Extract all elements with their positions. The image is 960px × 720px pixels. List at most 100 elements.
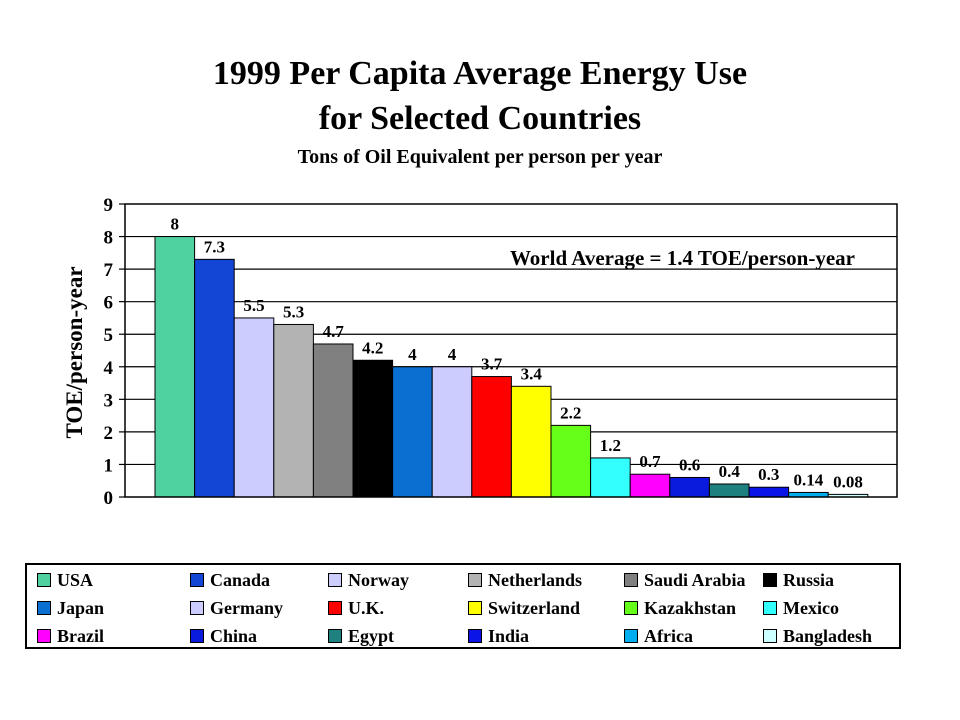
- data-label: 0.08: [833, 472, 863, 491]
- data-label: 3.4: [521, 364, 543, 383]
- bar-mexico: [590, 457, 631, 498]
- data-label: 4: [408, 345, 417, 364]
- y-tick-label: 9: [104, 195, 114, 216]
- data-label: 5.5: [243, 296, 264, 315]
- y-tick-label: 2: [104, 423, 114, 444]
- legend-label: Mexico: [783, 597, 839, 618]
- data-label: 0.14: [794, 470, 824, 489]
- plot-area-frame: [124, 203, 898, 498]
- legend-swatch: [328, 573, 342, 587]
- legend-swatch: [624, 601, 638, 615]
- legend-swatch: [328, 629, 342, 643]
- chart-title-line1: 1999 Per Capita Average Energy Use: [212, 55, 748, 92]
- data-label: 0.7: [639, 452, 661, 471]
- legend-item-brazil: Brazil: [37, 623, 104, 649]
- legend-swatch: [37, 629, 51, 643]
- legend-label: USA: [57, 569, 94, 590]
- legend-swatch: [763, 573, 777, 587]
- data-label: 5.3: [283, 302, 304, 321]
- y-tick-label: 6: [104, 293, 114, 314]
- legend-swatch: [468, 629, 482, 643]
- legend-item-bangladesh: Bangladesh: [763, 623, 872, 649]
- legend-item-africa: Africa: [624, 623, 693, 649]
- legend-swatch: [763, 629, 777, 643]
- bar-india: [748, 486, 790, 498]
- bar-switzerland: [510, 385, 552, 498]
- legend-swatch: [328, 601, 342, 615]
- data-label: 0.6: [679, 455, 700, 474]
- legend-item-china: China: [190, 623, 257, 649]
- legend-label: Canada: [210, 569, 271, 590]
- legend-label: India: [488, 625, 530, 646]
- bar-u-k-: [471, 376, 512, 498]
- bar-chart: 8 7.3 5.5 5.3 4.7 4.2 4 4 3.7 3.4 2.2 1.2 0.7 0.6 0.4 0…: [62, 195, 898, 509]
- legend-swatch: [190, 573, 204, 587]
- legend-label: Kazakhstan: [644, 597, 737, 618]
- legend-label: Africa: [644, 625, 693, 646]
- bar-netherlands: [273, 323, 314, 498]
- legend-item-canada: Canada: [190, 567, 270, 593]
- bar-egypt: [708, 483, 750, 498]
- data-labels: 8 7.3 5.5 5.3 4.7 4.2 4 4 3.7 3.4 2.2 1.2 0.7 0.6 0.4 0…: [171, 215, 863, 492]
- bar-brazil: [629, 473, 671, 498]
- legend-swatch: [763, 601, 777, 615]
- y-axis-ticks: 0 1 2 3 4 5 6 7 8 9: [104, 195, 125, 509]
- legend-swatch: [468, 573, 482, 587]
- bar-usa: [154, 236, 196, 498]
- legend-label: U.K.: [348, 597, 384, 618]
- data-label: 7.3: [204, 237, 225, 256]
- data-label: 8: [171, 215, 180, 234]
- legend-item-japan: Japan: [37, 595, 104, 621]
- y-tick-label: 5: [104, 325, 114, 346]
- legend-item-mexico: Mexico: [763, 595, 839, 621]
- legend-item-netherlands: Netherlands: [468, 567, 582, 593]
- legend-item-russia: Russia: [763, 567, 834, 593]
- legend-label: Russia: [783, 569, 835, 590]
- data-label: 0.3: [758, 465, 779, 484]
- legend-swatch: [37, 601, 51, 615]
- y-tick-label: 4: [104, 358, 114, 379]
- legend-label: Germany: [210, 597, 283, 618]
- legend-item-norway: Norway: [328, 567, 409, 593]
- legend-swatch: [190, 601, 204, 615]
- y-tick-label: 3: [104, 390, 114, 411]
- legend-item-kazakhstan: Kazakhstan: [624, 595, 736, 621]
- data-label: 4.7: [323, 322, 345, 341]
- data-label: 0.4: [719, 462, 741, 481]
- y-tick-label: 7: [104, 260, 114, 281]
- world-average-annotation: World Average = 1.4 TOE/person-year: [510, 246, 855, 270]
- data-label: 1.2: [600, 436, 621, 455]
- bar-kazakhstan: [550, 424, 592, 498]
- bar-russia: [352, 359, 394, 498]
- bar-germany: [431, 366, 473, 498]
- legend-swatch: [624, 573, 638, 587]
- y-tick-label: 8: [104, 228, 114, 249]
- legend-label: Bangladesh: [783, 625, 873, 646]
- data-label: 2.2: [560, 403, 581, 422]
- legend-label: China: [210, 625, 258, 646]
- legend-item-usa: USA: [37, 567, 93, 593]
- legend-item-india: India: [468, 623, 529, 649]
- legend-label: Norway: [348, 569, 409, 590]
- y-tick-label: 1: [104, 455, 114, 476]
- legend-label: Japan: [57, 597, 105, 618]
- legend-item-u-k-: U.K.: [328, 595, 384, 621]
- chart-subtitle: Tons of Oil Equivalent per person per ye…: [297, 146, 663, 168]
- bar-china: [669, 476, 710, 498]
- bar-canada: [194, 258, 235, 498]
- legend: USA Canada Norway Netherlands Saudi Arabia Ru…: [25, 563, 901, 649]
- legend-swatch: [190, 629, 204, 643]
- legend-label: Saudi Arabia: [644, 569, 746, 590]
- data-label: 3.7: [481, 355, 503, 374]
- legend-item-germany: Germany: [190, 595, 283, 621]
- bar-japan: [392, 366, 433, 498]
- legend-item-saudi-arabia: Saudi Arabia: [624, 567, 746, 593]
- legend-label: Switzerland: [488, 597, 580, 618]
- legend-label: Netherlands: [488, 569, 582, 590]
- bar-saudi-arabia: [312, 343, 354, 498]
- chart-title-line2: for Selected Countries: [318, 100, 642, 137]
- legend-swatch: [624, 629, 638, 643]
- legend-label: Brazil: [57, 625, 104, 646]
- data-label: 4.2: [362, 338, 383, 357]
- legend-swatch: [37, 573, 51, 587]
